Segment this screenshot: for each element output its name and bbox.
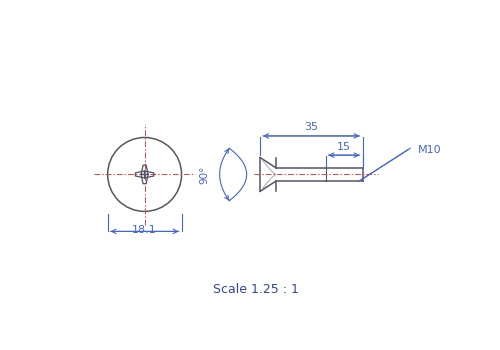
Text: 15: 15 [337,142,351,152]
Text: Scale 1.25 : 1: Scale 1.25 : 1 [214,284,299,296]
Text: 18.1: 18.1 [132,225,157,235]
Text: 90°: 90° [200,165,209,184]
Text: M10: M10 [418,145,442,155]
Text: 35: 35 [304,122,318,132]
